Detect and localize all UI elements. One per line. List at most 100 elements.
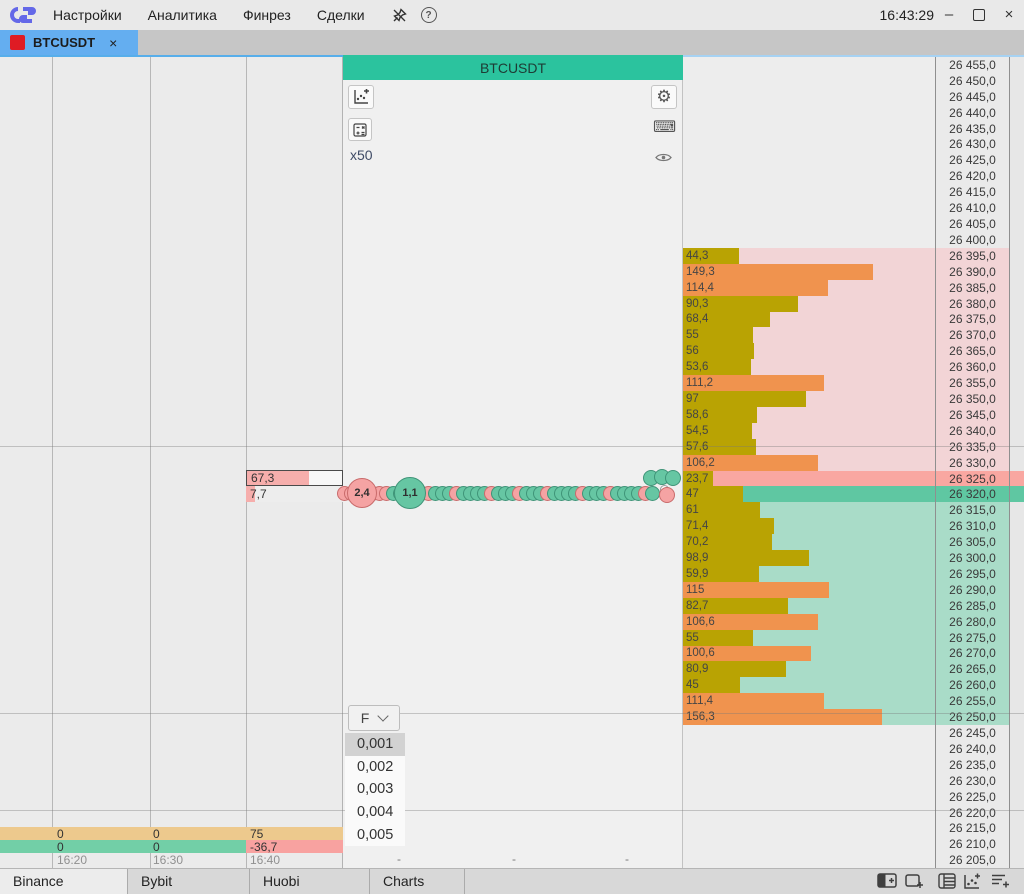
- price-cell[interactable]: 26 335,0: [936, 438, 1009, 455]
- price-cell[interactable]: 26 230,0: [949, 773, 996, 788]
- price-cell[interactable]: 26 225,0: [949, 789, 996, 804]
- add-window-icon[interactable]: [905, 873, 925, 889]
- maximize-button[interactable]: [964, 0, 994, 30]
- price-cell[interactable]: 26 240,0: [949, 741, 996, 756]
- price-cell[interactable]: 26 320,0: [936, 486, 1009, 503]
- tick-option[interactable]: 0,004: [357, 804, 394, 821]
- menu-item-analytics[interactable]: Аналитика: [147, 7, 217, 23]
- minimize-button[interactable]: –: [944, 6, 954, 23]
- help-icon[interactable]: ?: [420, 7, 437, 23]
- bottom-tab-charts[interactable]: Charts: [370, 869, 465, 894]
- price-cell[interactable]: 26 380,0: [936, 295, 1009, 312]
- price-cell[interactable]: 26 385,0: [936, 279, 1009, 296]
- eye-icon[interactable]: [655, 152, 672, 163]
- add-panel-icon[interactable]: [877, 873, 897, 889]
- margin-cell: [1010, 646, 1024, 662]
- unpin-icon[interactable]: [392, 7, 407, 23]
- volume-value: 44,3: [686, 249, 709, 262]
- price-cell[interactable]: 26 325,0: [936, 470, 1009, 487]
- price-cell[interactable]: 26 450,0: [949, 73, 996, 88]
- tick-option[interactable]: 0,003: [357, 781, 394, 798]
- add-list-icon[interactable]: [991, 873, 1010, 889]
- column-divider: [246, 57, 247, 868]
- price-cell[interactable]: 26 310,0: [936, 518, 1009, 535]
- volume-value: 68,4: [686, 313, 709, 326]
- margin-cell: [1010, 89, 1024, 105]
- tick-option[interactable]: 0,002: [357, 758, 394, 775]
- tab-close-icon[interactable]: ×: [109, 34, 118, 51]
- price-cell[interactable]: 26 455,0: [949, 57, 996, 72]
- price-cell[interactable]: 26 285,0: [936, 597, 1009, 614]
- gridline: [0, 713, 1024, 714]
- keyboard-icon[interactable]: ⌨: [653, 117, 677, 136]
- tick-option[interactable]: 0,001: [345, 733, 405, 756]
- price-cell[interactable]: 26 345,0: [936, 406, 1009, 423]
- price-cell[interactable]: 26 315,0: [936, 502, 1009, 519]
- price-cell[interactable]: 26 435,0: [949, 121, 996, 136]
- price-cell[interactable]: 26 445,0: [949, 89, 996, 104]
- time-label: 16:40: [250, 853, 281, 867]
- price-cell[interactable]: 26 245,0: [949, 726, 996, 741]
- price-cell[interactable]: 26 290,0: [936, 581, 1009, 598]
- multiplier-label[interactable]: x50: [350, 147, 373, 163]
- price-cell[interactable]: 26 440,0: [949, 105, 996, 120]
- tab-btcusdt[interactable]: BTCUSDT ×: [0, 30, 138, 55]
- price-cell[interactable]: 26 205,0: [949, 853, 996, 868]
- price-cell[interactable]: 26 375,0: [936, 311, 1009, 328]
- bottom-tab-bybit[interactable]: Bybit: [128, 869, 250, 894]
- price-cell[interactable]: 26 300,0: [936, 550, 1009, 566]
- bubble-value: 2,4: [354, 487, 370, 499]
- price-cell[interactable]: 26 340,0: [936, 422, 1009, 439]
- price-cell[interactable]: 26 275,0: [936, 629, 1009, 646]
- price-cell[interactable]: 26 350,0: [936, 391, 1009, 407]
- price-cell[interactable]: 26 355,0: [936, 375, 1009, 392]
- price-cell[interactable]: 26 260,0: [936, 677, 1009, 694]
- price-cell[interactable]: 26 270,0: [936, 645, 1009, 662]
- price-cell[interactable]: 26 365,0: [936, 343, 1009, 360]
- price-cell[interactable]: 26 220,0: [949, 805, 996, 820]
- table-icon[interactable]: [938, 873, 956, 889]
- price-cell[interactable]: 26 410,0: [949, 201, 996, 216]
- price-cell[interactable]: 26 370,0: [936, 327, 1009, 344]
- volume-value: 61: [686, 504, 699, 517]
- price-cell[interactable]: 26 360,0: [936, 359, 1009, 376]
- close-button[interactable]: ×: [1004, 6, 1014, 23]
- price-cell[interactable]: 26 405,0: [949, 217, 996, 232]
- settings-button[interactable]: ⚙: [651, 85, 677, 109]
- bottom-tab-huobi[interactable]: Huobi: [250, 869, 370, 894]
- volume-bar: [683, 311, 770, 328]
- price-cell[interactable]: 26 400,0: [949, 232, 996, 247]
- price-cell[interactable]: 26 395,0: [936, 247, 1009, 264]
- cluster-cell-selected[interactable]: 67,3: [246, 470, 343, 486]
- tick-size-dropdown[interactable]: F: [348, 705, 400, 731]
- price-cell[interactable]: 26 305,0: [936, 534, 1009, 551]
- price-cell[interactable]: 26 215,0: [949, 821, 996, 836]
- price-cell[interactable]: 26 265,0: [936, 661, 1009, 678]
- price-cell[interactable]: 26 425,0: [949, 153, 996, 168]
- time-label: 16:30: [153, 853, 184, 867]
- price-cell[interactable]: 26 255,0: [936, 693, 1009, 710]
- add-chart-icon[interactable]: [963, 873, 981, 890]
- margin-cell: [1010, 57, 1024, 73]
- bottom-tab-binance[interactable]: Binance: [0, 869, 128, 894]
- add-chart-button[interactable]: [348, 85, 374, 109]
- price-cell[interactable]: 26 295,0: [936, 566, 1009, 582]
- tick-option[interactable]: 0,005: [357, 826, 394, 843]
- menu-item-trades[interactable]: Сделки: [316, 7, 365, 23]
- cluster-cell[interactable]: 7,7: [246, 486, 343, 502]
- price-cell[interactable]: 26 210,0: [949, 837, 996, 852]
- price-cell[interactable]: 26 420,0: [949, 169, 996, 184]
- price-cell[interactable]: 26 330,0: [936, 454, 1009, 471]
- menu-item-settings[interactable]: Настройки: [53, 7, 122, 23]
- margin-cell: [1010, 327, 1024, 343]
- menu-item-finres[interactable]: Финрез: [242, 7, 291, 23]
- price-cell[interactable]: 26 415,0: [949, 185, 996, 200]
- instrument-color-icon: [10, 35, 25, 50]
- price-cell[interactable]: 26 280,0: [936, 613, 1009, 630]
- calculator-button[interactable]: [348, 118, 372, 141]
- price-cell[interactable]: 26 430,0: [949, 137, 996, 152]
- price-cell[interactable]: 26 390,0: [936, 263, 1009, 280]
- price-cell[interactable]: 26 235,0: [949, 757, 996, 772]
- price-cell[interactable]: 26 250,0: [936, 709, 1009, 726]
